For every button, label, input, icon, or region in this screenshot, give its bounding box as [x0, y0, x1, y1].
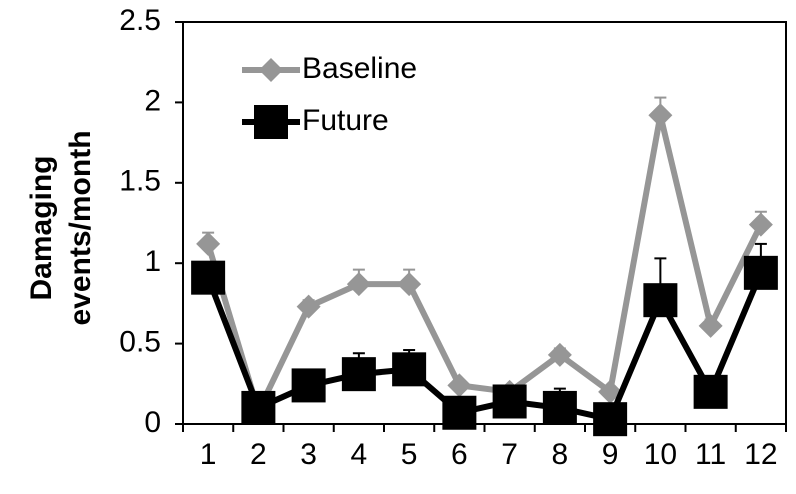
- x-tick-label: 4: [351, 438, 368, 471]
- series-baseline: [196, 96, 773, 424]
- y-tick-label: 1: [144, 245, 161, 278]
- data-point: [241, 390, 276, 425]
- x-tick-label: 12: [744, 438, 777, 471]
- legend-item: Baseline: [242, 52, 417, 85]
- data-point: [593, 402, 628, 437]
- data-point: [291, 368, 326, 403]
- y-tick-label: 0.5: [119, 326, 161, 359]
- data-point: [693, 374, 728, 409]
- x-tick-label: 10: [644, 438, 677, 471]
- y-tick-label: 0: [144, 406, 161, 439]
- x-tick-label: 3: [300, 438, 317, 471]
- data-point: [748, 212, 773, 237]
- data-point: [346, 272, 371, 297]
- data-point: [447, 373, 472, 398]
- y-axis-label-line-2: events/month: [64, 130, 97, 325]
- y-tick-label: 2: [144, 84, 161, 117]
- x-tick-label: 9: [602, 438, 619, 471]
- series: [191, 96, 778, 437]
- data-point: [698, 313, 723, 338]
- y-tick-label: 2.5: [119, 4, 161, 37]
- y-axis-label: Damaging events/month: [25, 130, 97, 325]
- y-axis-label-line-1: Damaging: [25, 155, 58, 300]
- data-point: [191, 260, 226, 295]
- series-future: [191, 242, 778, 437]
- data-point: [341, 357, 376, 392]
- x-tick-label: 1: [200, 438, 217, 471]
- series-line: [205, 112, 764, 415]
- data-point: [196, 231, 221, 256]
- x-tick-label: 8: [552, 438, 569, 471]
- data-point: [492, 384, 527, 419]
- data-point: [648, 103, 673, 128]
- data-point: [643, 283, 678, 318]
- legend-label: Baseline: [302, 52, 417, 85]
- data-point: [547, 342, 572, 367]
- axes: 00.511.522.51 2 3 4 5 6 7 8 9 10 11 12: [119, 4, 787, 471]
- legend-marker: [254, 105, 288, 139]
- legend: Baseline Future: [242, 52, 417, 139]
- data-point: [743, 255, 778, 290]
- legend-label: Future: [302, 104, 389, 137]
- y-tick-label: 1.5: [119, 165, 161, 198]
- x-tick-label: 2: [250, 438, 267, 471]
- data-point: [392, 352, 427, 387]
- x-tick-label: 11: [695, 438, 726, 471]
- legend-item: Future: [242, 104, 389, 139]
- data-point: [296, 294, 321, 319]
- data-point: [542, 390, 577, 425]
- x-tick-label: 6: [451, 438, 468, 471]
- data-point: [442, 395, 477, 430]
- x-tick-label: 7: [501, 438, 518, 471]
- data-point: [397, 272, 422, 297]
- legend-marker: [259, 58, 283, 82]
- x-tick-label: 5: [401, 438, 418, 471]
